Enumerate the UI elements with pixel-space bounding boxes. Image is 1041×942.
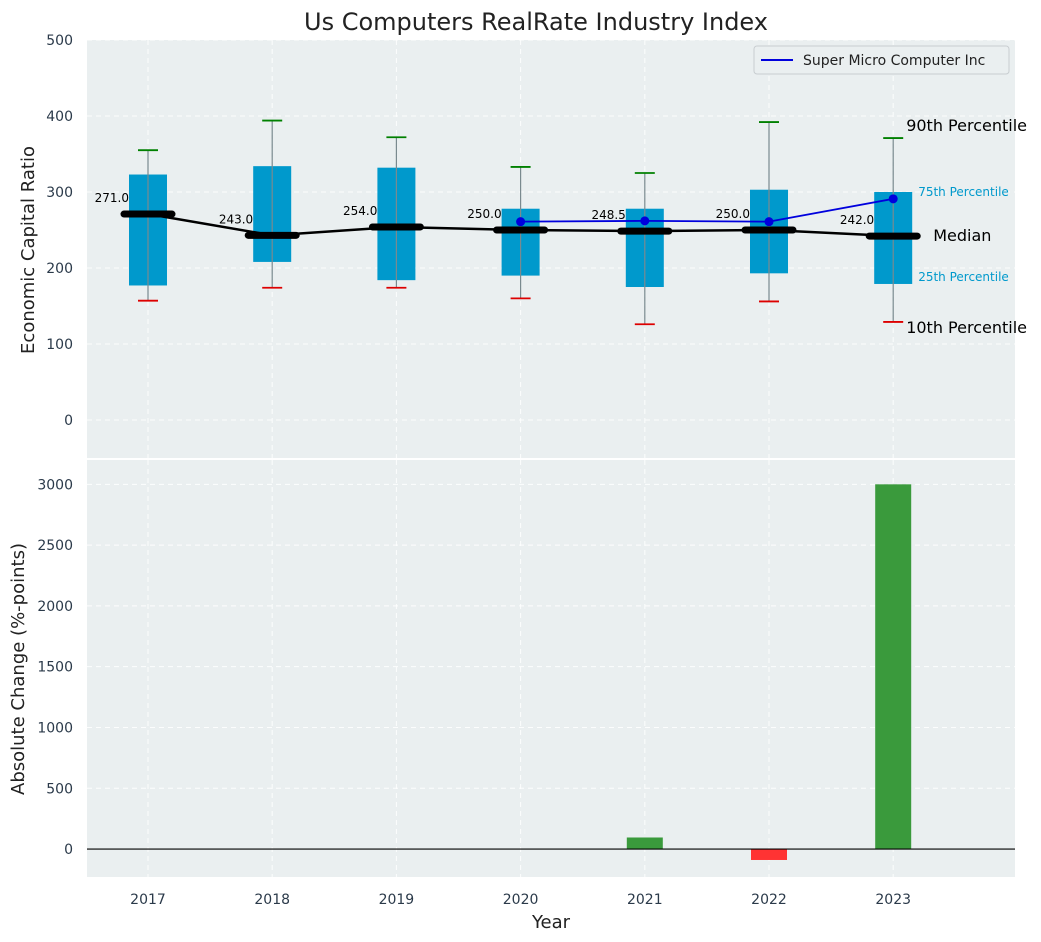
top-y-tick-label: 0 [64,413,73,429]
bottom-y-tick-label: 500 [46,781,73,797]
bottom-y-axis-label: Absolute Change (%-points) [8,543,29,795]
x-tick-label: 2017 [130,892,166,908]
bottom-y-tick-label: 0 [64,842,73,858]
bottom-y-tick-label: 3000 [37,477,73,493]
median-value-label: 242.0 [840,213,874,227]
top-y-tick-label: 200 [46,261,73,277]
annotation-p10: 10th Percentile [906,318,1027,337]
bottom-panel: 0 500 1000 1500 2000 2500 3000 2017 2018 2019 202… [8,460,1015,933]
top-panel: 0 100 200 300 400 500 271.0 243.0 254.0 250.0 248… [18,33,1027,458]
x-tick-label: 2018 [254,892,290,908]
annotation-p25: 25th Percentile [918,270,1009,284]
x-tick-label: 2020 [503,892,539,908]
median-value-label: 254.0 [343,204,377,218]
percentile-annotations: 90th Percentile 75th Percentile Median 25th… [906,116,1027,337]
bottom-y-tick-label: 1000 [37,720,73,736]
top-plot-background [87,40,1015,458]
median-value-label: 243.0 [219,212,253,226]
bottom-y-tick-label: 2000 [37,599,73,615]
x-axis-label: Year [531,912,571,933]
top-y-ticks: 0 100 200 300 400 500 [46,33,73,429]
legend-box [753,45,1010,75]
change-bar [875,484,912,850]
chart-title: Us Computers RealRate Industry Index [304,8,768,36]
x-tick-label: 2023 [875,892,911,908]
company-point [888,194,898,204]
median-value-label: 248.5 [591,208,625,222]
annotation-p75: 75th Percentile [918,185,1009,199]
company-series [516,194,898,227]
change-bar [626,837,663,850]
legend-label: Super Micro Computer Inc [803,53,985,69]
x-tick-label: 2021 [627,892,663,908]
annotation-median: Median [933,226,991,245]
bottom-y-tick-label: 2500 [37,538,73,554]
legend: Super Micro Computer Inc [753,45,1010,75]
top-y-tick-label: 300 [46,185,73,201]
top-y-axis-label: Economic Capital Ratio [18,146,39,354]
company-point [640,216,650,226]
median-value-label: 250.0 [716,207,750,221]
bottom-y-ticks: 0 500 1000 1500 2000 2500 3000 [37,477,73,858]
top-y-tick-label: 100 [46,337,73,353]
bottom-plot-background [87,460,1015,877]
change-bars [87,484,1015,860]
x-tick-label: 2022 [751,892,787,908]
bottom-y-tick-label: 1500 [37,660,73,676]
x-tick-label: 2019 [379,892,415,908]
annotation-p90: 90th Percentile [906,116,1027,135]
change-bar [751,849,787,860]
median-value-labels: 271.0 243.0 254.0 250.0 248.5 250.0 242.0 [95,191,875,227]
top-y-tick-label: 400 [46,109,73,125]
company-line-path [520,197,894,223]
x-ticks: 2017 2018 2019 2020 2021 2022 2023 [130,892,911,908]
median-value-label: 271.0 [95,191,129,205]
median-value-label: 250.0 [467,207,501,221]
company-point [516,217,526,227]
company-point [764,217,774,227]
top-y-tick-label: 500 [46,33,73,49]
median-trend [120,210,921,240]
